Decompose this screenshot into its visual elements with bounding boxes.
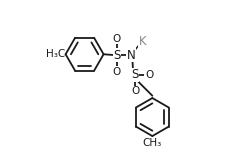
Text: S: S	[113, 49, 120, 62]
Text: H₃C: H₃C	[45, 49, 64, 59]
Text: O: O	[112, 67, 120, 77]
Text: CH₃: CH₃	[142, 138, 161, 148]
Text: O: O	[144, 70, 152, 80]
Text: K: K	[138, 35, 146, 48]
Text: N: N	[126, 49, 135, 62]
Text: O: O	[112, 34, 120, 44]
Text: S: S	[131, 68, 138, 81]
Text: O: O	[130, 86, 139, 96]
